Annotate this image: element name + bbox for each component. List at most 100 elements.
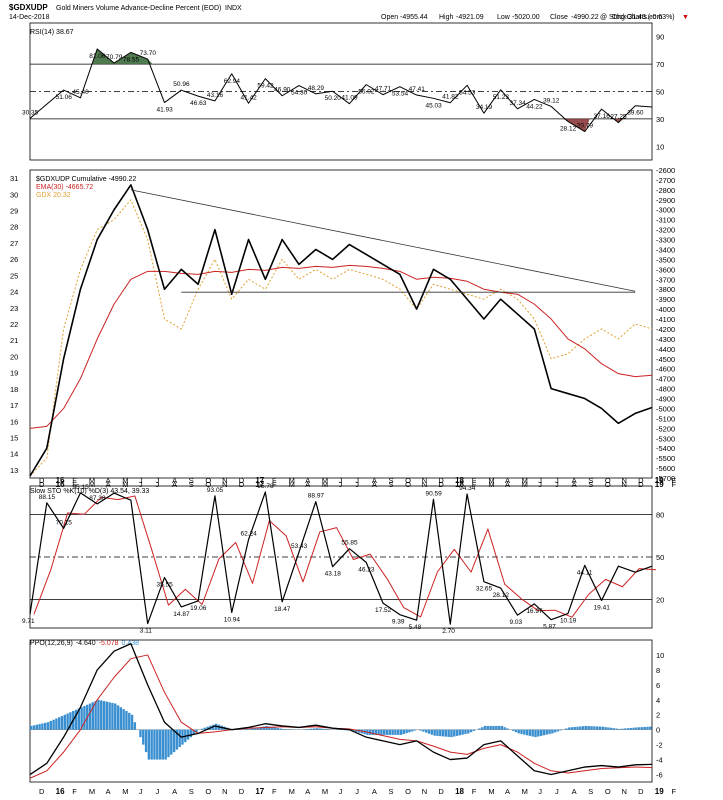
price-ytick-label: -4800 <box>656 385 675 394</box>
stochastic-data-label: 19.06 <box>190 605 207 612</box>
rsi-data-label: 34.19 <box>476 104 493 111</box>
price-ytick-label: -5200 <box>656 424 675 433</box>
ppo-histogram-bar <box>637 727 641 730</box>
x-tick-label: O <box>405 787 411 796</box>
ppo-panel-frame <box>29 639 653 783</box>
ppo-histogram-bar <box>506 728 509 730</box>
ppo-histogram-bar <box>69 712 72 730</box>
x-tick-label: D <box>438 787 444 796</box>
x-tick-label: S <box>189 476 194 485</box>
x-tick-label: J <box>339 787 343 796</box>
rsi-data-label: 47.41 <box>409 86 426 93</box>
ppo-histogram-bar <box>91 702 95 730</box>
price-ytick-label: -5600 <box>656 464 675 473</box>
ppo-histogram-bar <box>164 729 167 760</box>
ppo-histogram-bar <box>537 729 540 737</box>
ppo-ytick-label: 8 <box>656 666 660 675</box>
x-tick-label: A <box>172 787 177 796</box>
price-ytick-label: -3300 <box>656 236 675 245</box>
ppo-histogram-bar <box>388 729 392 735</box>
x-tick-label: D <box>239 480 245 489</box>
x-tick-label: N <box>222 480 227 489</box>
ppo-histogram-bar <box>609 727 613 730</box>
left-ytick-label: 26 <box>10 255 18 264</box>
rsi-ytick-label: 30 <box>656 115 664 124</box>
left-ytick-label: 21 <box>10 336 18 345</box>
rsi-data-label: 44.22 <box>526 103 543 110</box>
stochastic-data-label: 44.11 <box>577 569 593 576</box>
price-ytick-label: -4700 <box>656 375 675 384</box>
ppo-histogram-bar <box>312 728 316 730</box>
x-tick-label: A <box>572 787 577 796</box>
ppo-histogram-bar <box>122 709 125 730</box>
x-tick-label: M <box>289 480 295 489</box>
price-ytick-label: -5700 <box>656 474 675 483</box>
x-tick-label: S <box>588 787 593 796</box>
x-tick-label: D <box>638 480 644 489</box>
x-tick-label: M <box>122 480 128 489</box>
ppo-ytick-label: 4 <box>656 696 660 705</box>
rsi-ytick-label: 70 <box>656 60 664 69</box>
stochastic-data-label: 14.87 <box>173 611 190 618</box>
ppo-histogram-bar <box>307 728 310 730</box>
chg-label: Chg <box>612 14 625 21</box>
stochastic-data-label: 95.78 <box>257 483 274 490</box>
high-label: High <box>439 14 454 21</box>
ppo-histogram-bar <box>119 707 123 730</box>
x-tick-label: A <box>305 480 310 489</box>
ppo-histogram-bar <box>461 729 464 735</box>
ppo-histogram-bar <box>455 729 459 736</box>
price-ytick-label: -3500 <box>656 255 675 264</box>
ppo-histogram-bar <box>161 729 165 760</box>
x-tick-label: S <box>189 787 194 796</box>
ppo-histogram-bar <box>453 729 456 737</box>
ppo-histogram-bar <box>576 726 579 730</box>
ppo-histogram-bar <box>604 727 607 730</box>
rsi-data-label: 46.63 <box>190 100 207 107</box>
x-tick-label: J <box>355 787 359 796</box>
x-tick-label: 17 <box>255 787 264 796</box>
low-value: -5020.00 <box>512 14 540 21</box>
left-ytick-label: 15 <box>10 433 18 442</box>
x-tick-label: A <box>106 480 111 489</box>
ppo-histogram-bar <box>520 729 523 735</box>
x-tick-label: F <box>472 476 477 485</box>
x-tick-label: F <box>472 787 477 796</box>
rsi-data-label: 20.79 <box>577 123 594 130</box>
stochastic-data-label: 5.87 <box>543 624 556 631</box>
ppo-histogram-bar <box>371 729 375 735</box>
ppo-histogram-bar <box>612 728 616 730</box>
x-tick-label: M <box>488 480 494 489</box>
price-ytick-label: -3100 <box>656 216 675 225</box>
rsi-data-label: 45.03 <box>425 102 442 109</box>
x-tick-label: O <box>405 480 411 489</box>
price-ytick-label: -3000 <box>656 206 675 215</box>
ppo-histogram-bar <box>41 723 44 730</box>
x-tick-label: M <box>488 476 494 485</box>
price-ytick-label: -5400 <box>656 444 675 453</box>
ppo-histogram-bar <box>310 728 313 730</box>
left-ytick-label: 31 <box>10 174 18 183</box>
stochastic-ytick-label: 20 <box>656 596 664 605</box>
x-tick-label: M <box>322 787 328 796</box>
x-tick-label: 16 <box>56 787 65 796</box>
stochastic-data-label: 88.97 <box>308 493 325 500</box>
x-tick-label: O <box>205 480 211 489</box>
ppo-legend-ppo: -4.640 <box>76 640 96 647</box>
left-ytick-label: 25 <box>10 271 18 280</box>
ohlc-readout: Open -4955.44 High -4921.09 Low -5020.00… <box>381 14 689 21</box>
price-ytick-label: -2600 <box>656 166 675 175</box>
stochastic-data-label: 2.70 <box>442 628 455 635</box>
ppo-histogram-bar <box>203 727 207 730</box>
x-tick-label: A <box>106 476 111 485</box>
ppo-histogram-bar <box>593 726 596 730</box>
x-tick-label: 18 <box>455 787 464 796</box>
ppo-histogram-bar <box>394 729 397 735</box>
ppo-histogram-bar <box>553 729 557 733</box>
ppo-histogram-bar <box>629 727 632 730</box>
x-tick-label: M <box>322 476 328 485</box>
ppo-histogram-bar <box>318 728 321 730</box>
ppo-histogram-bar <box>439 729 442 737</box>
